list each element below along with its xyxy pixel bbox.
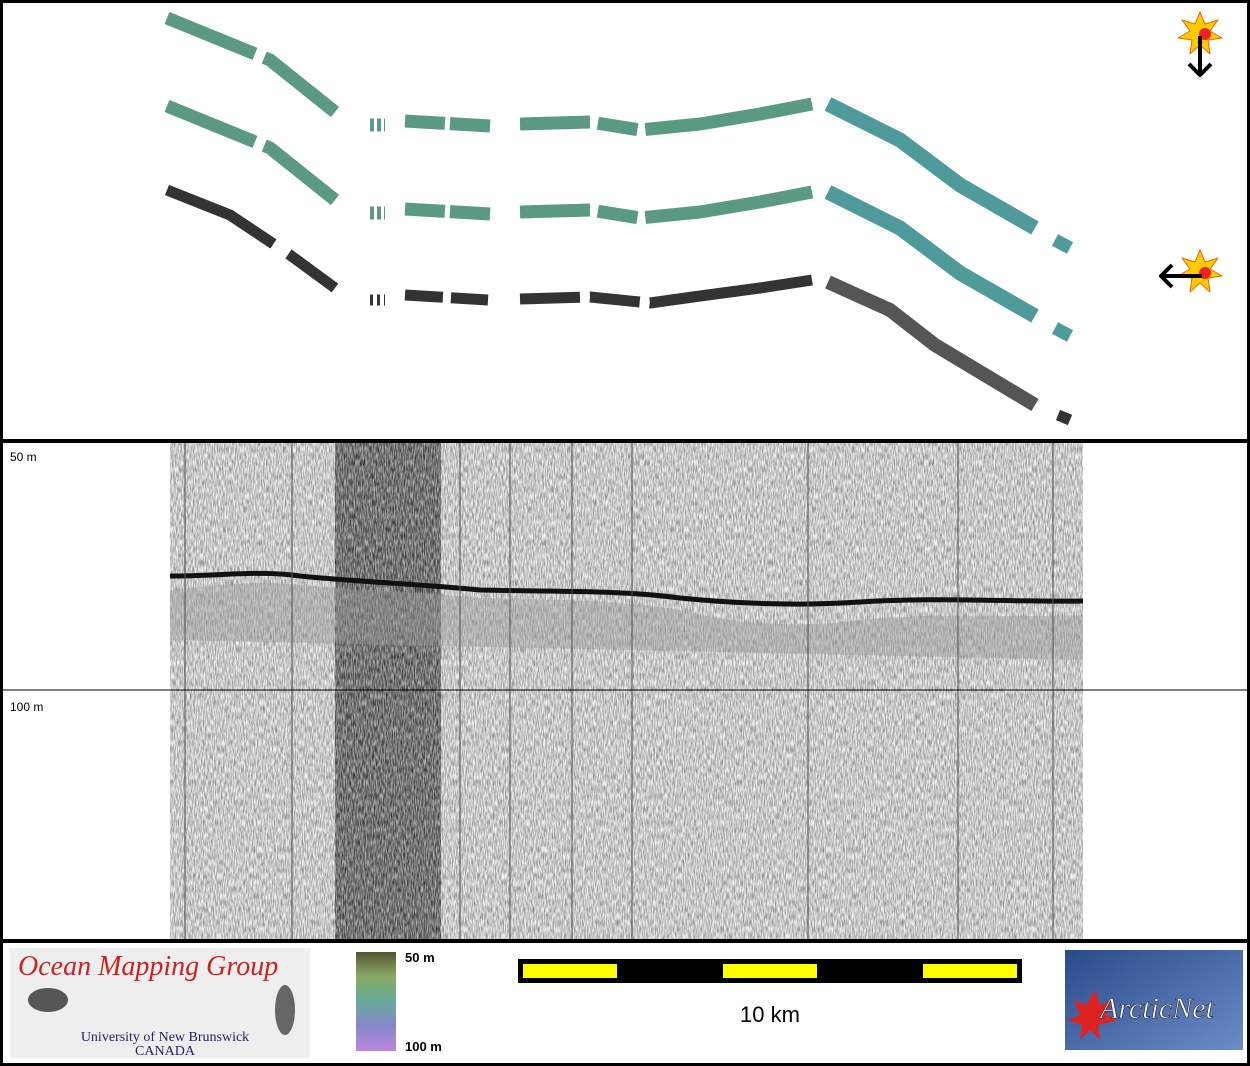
arcticnet-text: ArcticNet bbox=[1098, 992, 1215, 1025]
swath-segment bbox=[164, 99, 340, 206]
noisy-band-texture bbox=[335, 443, 441, 940]
swath-segment bbox=[164, 184, 339, 293]
swath-segment bbox=[519, 185, 814, 225]
swath-segment bbox=[404, 289, 489, 306]
omg-logo: Ocean Mapping Group University of New Br… bbox=[10, 948, 310, 1059]
colorbar: 50 m 100 m bbox=[356, 950, 442, 1054]
swath-segment bbox=[825, 275, 1039, 412]
depth-label: 50 m bbox=[10, 450, 37, 464]
depth-label: 100 m bbox=[10, 700, 43, 714]
swath-segment bbox=[404, 202, 491, 221]
profile-noise bbox=[170, 443, 1083, 940]
colorbar-label: 50 m bbox=[405, 950, 435, 965]
swath-segment bbox=[404, 114, 491, 133]
maple-leaf bbox=[1068, 990, 1118, 1040]
sun-icon bbox=[1159, 249, 1223, 293]
scale-bar-segment bbox=[923, 964, 1017, 978]
scale-bar-label: 10 km bbox=[740, 1002, 800, 1027]
colorbar-gradient bbox=[356, 952, 396, 1051]
swath-segment bbox=[824, 185, 1039, 323]
swath-segment bbox=[519, 274, 813, 309]
scale-bar: 10 km bbox=[518, 959, 1022, 1027]
colorbar-label: 100 m bbox=[405, 1039, 442, 1054]
swath-segment bbox=[1051, 234, 1074, 254]
arcticnet-logo: ArcticNet bbox=[1065, 950, 1243, 1050]
ping-artifacts bbox=[184, 443, 1054, 940]
scale-bar-segment bbox=[723, 964, 817, 978]
swath-track bbox=[164, 99, 1074, 342]
swath-segment bbox=[1055, 409, 1073, 426]
scale-bar-segment bbox=[523, 964, 617, 978]
swath-segment bbox=[519, 97, 814, 137]
seafloor-reflector bbox=[169, 570, 1084, 607]
profile-panel: 50 m 100 m bbox=[0, 443, 1250, 940]
swath-track-backscatter bbox=[164, 184, 1073, 426]
swath-track bbox=[164, 11, 1074, 254]
omg-logo-vessel bbox=[275, 985, 295, 1035]
swath-segment bbox=[164, 11, 340, 118]
sun-icon bbox=[1177, 11, 1223, 77]
footer: Ocean Mapping Group University of New Br… bbox=[10, 948, 1243, 1059]
swath-panel bbox=[164, 11, 1223, 426]
omg-logo-vessel bbox=[28, 988, 68, 1012]
swath-segment bbox=[1051, 322, 1074, 342]
light-arrow-head bbox=[1159, 263, 1174, 289]
omg-title: Ocean Mapping Group bbox=[18, 951, 278, 982]
omg-university: University of New Brunswick bbox=[81, 1030, 249, 1045]
sub-bottom bbox=[170, 582, 1083, 660]
omg-country: CANADA bbox=[135, 1044, 196, 1059]
swath-segment bbox=[824, 97, 1039, 235]
light-arrow-head bbox=[1187, 62, 1213, 77]
